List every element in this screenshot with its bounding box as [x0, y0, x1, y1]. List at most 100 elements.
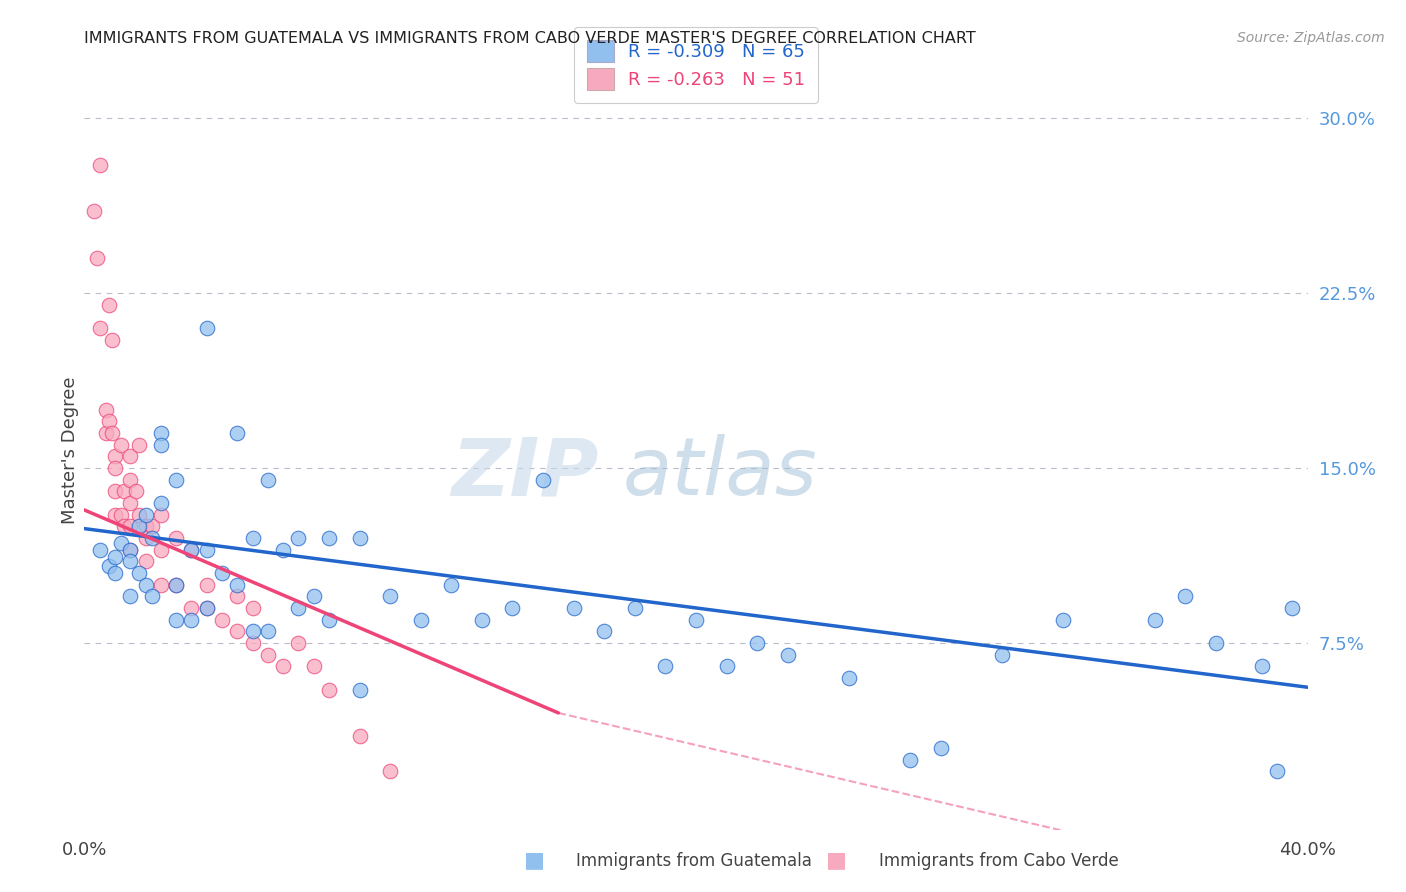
Point — [271, 542, 294, 557]
Point — [1174, 589, 1197, 603]
Point — [776, 648, 799, 662]
Point — [104, 566, 127, 580]
Point — [110, 535, 132, 549]
Point — [318, 531, 340, 545]
Point — [1250, 659, 1272, 673]
Point — [287, 601, 309, 615]
Text: Source: ZipAtlas.com: Source: ZipAtlas.com — [1237, 31, 1385, 45]
Point — [1265, 764, 1288, 779]
Point — [991, 648, 1014, 662]
Point — [94, 425, 117, 440]
Point — [101, 425, 124, 440]
Point — [747, 636, 769, 650]
Point — [1052, 613, 1074, 627]
Point — [440, 577, 463, 591]
Point — [89, 542, 111, 557]
Point — [502, 601, 524, 615]
Point — [141, 519, 163, 533]
Point — [135, 554, 157, 568]
Point — [149, 496, 172, 510]
Point — [97, 298, 120, 312]
Point — [409, 613, 432, 627]
Point — [104, 508, 127, 522]
Point — [165, 531, 187, 545]
Point — [302, 659, 325, 673]
Point — [141, 531, 163, 545]
Point — [287, 531, 309, 545]
Point — [1205, 636, 1227, 650]
Point — [226, 577, 249, 591]
Point — [195, 321, 218, 335]
Point — [83, 204, 105, 219]
Point — [101, 333, 124, 347]
Point — [287, 636, 309, 650]
Point — [149, 437, 172, 451]
Point — [120, 542, 142, 557]
Text: ZIP: ZIP — [451, 434, 598, 512]
Point — [211, 613, 233, 627]
Point — [226, 425, 249, 440]
Point — [112, 519, 135, 533]
Point — [716, 659, 738, 673]
Point — [257, 473, 280, 487]
Point — [125, 484, 148, 499]
Point — [128, 508, 150, 522]
Point — [149, 508, 172, 522]
Point — [195, 601, 218, 615]
Point — [135, 519, 157, 533]
Point — [104, 549, 127, 564]
Point — [104, 461, 127, 475]
Point — [120, 519, 142, 533]
Point — [271, 659, 294, 673]
Point — [1143, 613, 1166, 627]
Point — [349, 531, 371, 545]
Point — [165, 577, 187, 591]
Point — [120, 542, 142, 557]
Point — [624, 601, 647, 615]
Point — [180, 613, 202, 627]
Point — [135, 531, 157, 545]
Point — [149, 542, 172, 557]
Y-axis label: Master's Degree: Master's Degree — [62, 376, 80, 524]
Point — [180, 601, 202, 615]
Point — [135, 508, 157, 522]
Point — [165, 473, 187, 487]
Point — [89, 158, 111, 172]
Point — [257, 648, 280, 662]
Text: Immigrants from Guatemala: Immigrants from Guatemala — [576, 852, 813, 870]
Point — [120, 554, 142, 568]
Point — [531, 473, 554, 487]
Point — [349, 682, 371, 697]
Point — [242, 624, 264, 639]
Point — [898, 753, 921, 767]
Point — [149, 425, 172, 440]
Point — [94, 402, 117, 417]
Legend: R = -0.309   N = 65, R = -0.263   N = 51: R = -0.309 N = 65, R = -0.263 N = 51 — [574, 28, 818, 103]
Point — [929, 740, 952, 755]
Point — [562, 601, 585, 615]
Point — [120, 589, 142, 603]
Point — [89, 321, 111, 335]
Point — [257, 624, 280, 639]
Point — [318, 682, 340, 697]
Text: IMMIGRANTS FROM GUATEMALA VS IMMIGRANTS FROM CABO VERDE MASTER'S DEGREE CORRELAT: IMMIGRANTS FROM GUATEMALA VS IMMIGRANTS … — [84, 31, 976, 46]
Point — [211, 566, 233, 580]
Point — [165, 613, 187, 627]
Point — [149, 577, 172, 591]
Point — [141, 589, 163, 603]
Point — [654, 659, 676, 673]
Point — [593, 624, 616, 639]
Point — [195, 577, 218, 591]
Point — [97, 414, 120, 428]
Point — [180, 542, 202, 557]
Point — [226, 589, 249, 603]
Point — [302, 589, 325, 603]
Point — [128, 566, 150, 580]
Point — [242, 636, 264, 650]
Point — [226, 624, 249, 639]
Text: ■: ■ — [827, 850, 846, 870]
Point — [195, 601, 218, 615]
Point — [380, 589, 402, 603]
Text: ■: ■ — [524, 850, 544, 870]
Point — [242, 531, 264, 545]
